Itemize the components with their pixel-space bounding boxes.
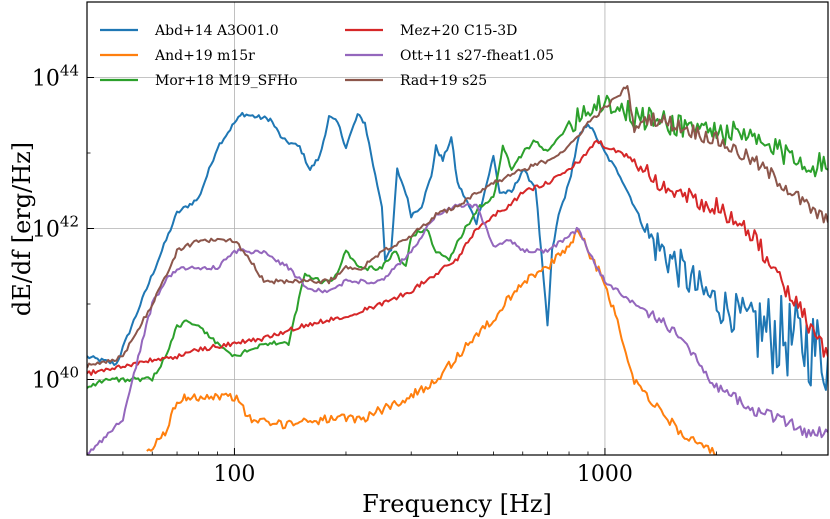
y-tick-label: 1040: [32, 364, 79, 394]
legend-label: Rad+19 s25: [400, 73, 487, 89]
x-axis-title: Frequency [Hz]: [362, 490, 552, 518]
series-line-abd-14-a3o01-0: [87, 111, 828, 391]
y-tick-label: 1044: [32, 62, 79, 92]
series-line-mez-20-c15-3d: [87, 139, 828, 376]
x-tick-label: 1000: [577, 462, 633, 487]
series-lines: [87, 85, 828, 455]
legend: Abd+14 A3O01.0 And+19 m15r Mor+18 M19_SFHo…: [100, 23, 554, 89]
axis-ticks: 100 1000 1040 1042 1044: [32, 1, 829, 487]
legend-label: Mor+18 M19_SFHo: [155, 73, 298, 89]
series-line-and-19-m15r: [146, 228, 717, 455]
series-line-rad-19-s25: [87, 85, 828, 369]
series-line-mor-18-m19-sfho: [87, 94, 828, 389]
x-tick-label: 100: [213, 462, 255, 487]
legend-label: Ott+11 s27-fheat1.05: [400, 48, 554, 64]
grid-lines: [87, 2, 828, 455]
legend-label: Mez+20 C15-3D: [400, 23, 517, 39]
legend-label: Abd+14 A3O01.0: [154, 23, 279, 39]
y-tick-label: 1042: [32, 213, 79, 243]
legend-label: And+19 m15r: [154, 48, 255, 64]
y-axis-title: dE/df [erg/Hz]: [8, 142, 36, 316]
